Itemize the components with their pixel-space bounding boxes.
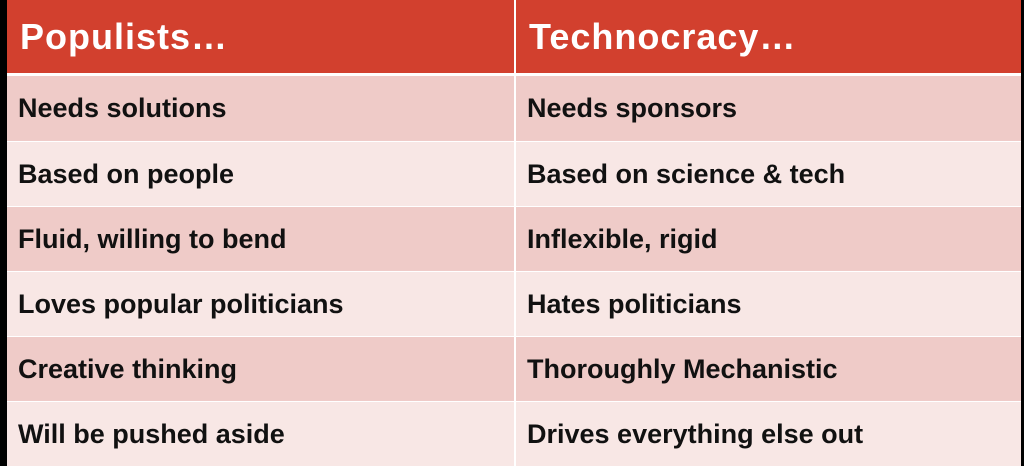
table-cell-right: Drives everything else out: [516, 401, 1021, 466]
comparison-table: Populists… Technocracy… Needs solutions …: [7, 0, 1021, 466]
table-cell-right: Needs sponsors: [516, 76, 1021, 141]
header-technocracy: Technocracy…: [516, 0, 1021, 76]
table-cell-right: Thoroughly Mechanistic: [516, 336, 1021, 401]
header-populists: Populists…: [7, 0, 516, 76]
table-cell-left: Will be pushed aside: [7, 401, 516, 466]
table-cell-left: Creative thinking: [7, 336, 516, 401]
table-cell-left: Needs solutions: [7, 76, 516, 141]
table-cell-right: Inflexible, rigid: [516, 206, 1021, 271]
table-cell-left: Based on people: [7, 141, 516, 206]
table-cell-right: Hates politicians: [516, 271, 1021, 336]
table-cell-left: Fluid, willing to bend: [7, 206, 516, 271]
table-cell-right: Based on science & tech: [516, 141, 1021, 206]
table-cell-left: Loves popular politicians: [7, 271, 516, 336]
